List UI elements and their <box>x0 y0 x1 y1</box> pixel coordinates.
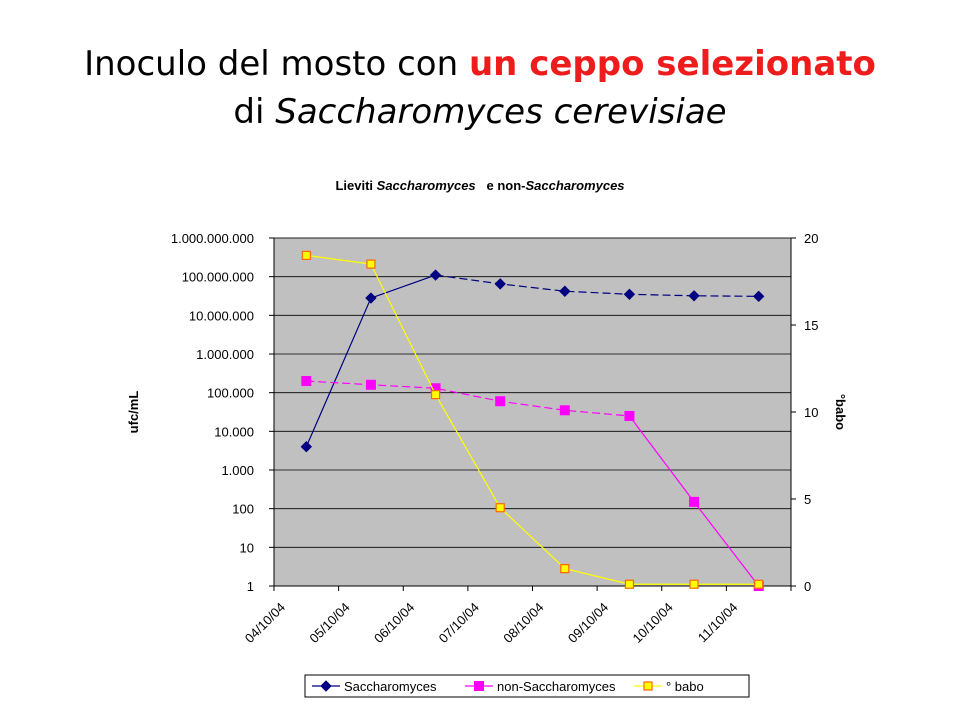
series-saccharomyces-point <box>429 269 442 281</box>
y2-tick-label: 20 <box>804 231 818 246</box>
legend-label: Saccharomyces <box>344 679 437 694</box>
y2-tick-label: 15 <box>804 318 818 333</box>
y-tick-label: 1.000.000.000 <box>171 231 254 246</box>
y-tick-label: 100.000.000 <box>182 270 254 285</box>
series-non-saccharomyces-point <box>301 376 312 387</box>
legend-marker <box>320 680 332 692</box>
y-tick-label: 1 <box>247 579 254 594</box>
y-tick-label: 1.000.000 <box>196 347 254 362</box>
slide-title-line2-prefix: di <box>233 92 276 132</box>
series-saccharomyces-point <box>688 290 700 302</box>
legend <box>304 674 750 698</box>
y2-tick-label: 0 <box>804 579 811 594</box>
series-non-saccharomyces-line-dashed <box>306 380 630 417</box>
y2-axis-label: °babo <box>833 394 848 430</box>
series-non-saccharomyces-point <box>495 396 506 407</box>
series-babo-point <box>366 259 376 269</box>
series-saccharomyces-point <box>494 278 506 290</box>
series-non-saccharomyces-point <box>689 496 700 507</box>
y-axis-label: ufc/mL <box>126 391 141 434</box>
series-babo-point <box>430 390 441 400</box>
series-babo-point <box>495 503 505 513</box>
y2-tick-label: 10 <box>804 405 818 420</box>
legend-marker <box>643 681 653 691</box>
series-saccharomyces-point <box>752 290 765 303</box>
series-babo-point <box>754 579 764 589</box>
x-tick-label: 07/10/04 <box>436 600 482 646</box>
chart-title-part: Saccharomyces <box>377 178 476 193</box>
y-tick-label: 10 <box>240 540 254 555</box>
chart-title: Lieviti Saccharomyces e non-Saccharomyce… <box>335 178 624 193</box>
chart-title-part: Lieviti <box>335 178 376 193</box>
y2-tick-label: 5 <box>804 492 811 507</box>
x-tick-label: 10/10/04 <box>629 600 675 646</box>
series-saccharomyces-point <box>300 441 313 453</box>
chart-title-part: e non- <box>476 178 526 193</box>
y-tick-label: 10.000.000 <box>189 308 254 323</box>
slide-title-line2: di Saccharomyces cerevisiae <box>0 88 960 136</box>
series-babo-point <box>689 579 699 589</box>
y-tick-label: 100 <box>232 502 254 517</box>
series-saccharomyces-line-dashed <box>435 274 759 297</box>
slide-title-line1: Inoculo del mosto con un ceppo seleziona… <box>0 40 960 88</box>
slide-title-highlight: un ceppo selezionato <box>468 44 876 84</box>
legend-label: non-Saccharomyces <box>497 679 616 694</box>
series-non-saccharomyces-point <box>624 410 635 421</box>
x-tick-label: 04/10/04 <box>242 600 288 646</box>
x-tick-label: 05/10/04 <box>306 600 352 646</box>
slide-title-prefix: Inoculo del mosto con <box>84 44 469 84</box>
series-babo-point <box>560 563 570 574</box>
slide-title: Inoculo del mosto con un ceppo seleziona… <box>0 40 960 136</box>
x-tick-label: 06/10/04 <box>371 600 417 646</box>
series-saccharomyces-point <box>365 292 377 304</box>
y-tick-label: 1.000 <box>221 463 254 478</box>
x-tick-label: 11/10/04 <box>695 600 741 646</box>
series-babo-point <box>301 250 311 260</box>
y-tick-label: 100.000 <box>207 386 254 401</box>
legend-marker <box>474 681 484 691</box>
x-tick-label: 09/10/04 <box>565 600 611 646</box>
slide-title-species: Saccharomyces cerevisiae <box>275 92 727 132</box>
series-non-saccharomyces-point <box>559 405 570 416</box>
plot-area <box>273 237 792 587</box>
series-non-saccharomyces-point <box>365 379 376 390</box>
series-babo-point <box>624 579 635 589</box>
x-tick-label: 08/10/04 <box>500 600 546 646</box>
series-babo-line <box>306 254 759 585</box>
legend-label: ° babo <box>666 679 704 694</box>
series-saccharomyces-point <box>623 288 636 301</box>
series-saccharomyces-point <box>559 285 571 297</box>
y-tick-label: 10.000 <box>214 424 254 439</box>
chart-title-part: Saccharomyces <box>526 178 625 193</box>
